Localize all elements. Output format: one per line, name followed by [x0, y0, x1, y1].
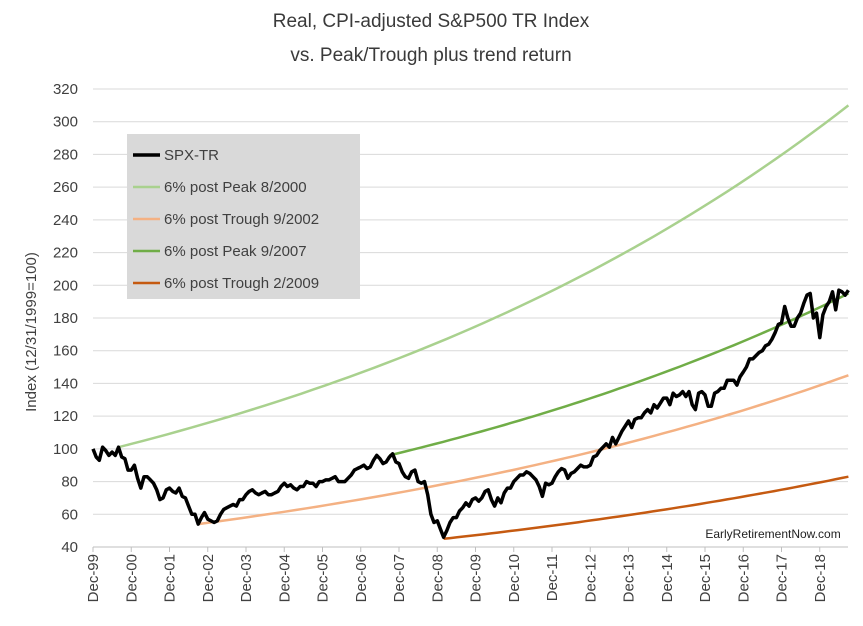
y-tick-label: 280 [53, 146, 78, 163]
x-tick-label: Dec-15 [697, 554, 714, 602]
x-tick-label: Dec-16 [735, 554, 752, 602]
y-tick-label: 120 [53, 408, 78, 425]
y-tick-label: 160 [53, 343, 78, 360]
legend-label: SPX-TR [164, 147, 219, 164]
y-tick-label: 240 [53, 212, 78, 229]
legend-label: 6% post Trough 9/2002 [164, 211, 319, 228]
y-tick-label: 300 [53, 114, 78, 131]
x-tick-label: Dec-07 [391, 554, 408, 602]
y-tick-label: 100 [53, 441, 78, 458]
y-tick-label: 140 [53, 375, 78, 392]
x-tick-label: Dec-05 [315, 554, 332, 602]
legend-label: 6% post Peak 8/2000 [164, 179, 307, 196]
x-tick-label: Dec-03 [238, 554, 255, 602]
legend-background [127, 134, 360, 299]
y-tick-label: 320 [53, 81, 78, 98]
y-tick-label: 260 [53, 179, 78, 196]
x-tick-label: Dec-99 [85, 554, 102, 602]
x-tick-label: Dec-00 [123, 554, 140, 602]
x-tick-label: Dec-10 [506, 554, 523, 602]
x-tick-label: Dec-04 [276, 554, 293, 602]
y-axis-label: Index (12/31/1999=100) [23, 252, 40, 412]
x-tick-label: Dec-08 [429, 554, 446, 602]
trend-line-3 [389, 292, 849, 457]
x-tick-label: Dec-12 [582, 554, 599, 602]
chart-title-line-2: vs. Peak/Trough plus trend return [290, 45, 571, 66]
chart-title-line-1: Real, CPI-adjusted S&P500 TR Index [273, 11, 590, 32]
y-axis-ticks: 40 60 80 100 120 140 160 180 200 220 240 260 280 300 3… [53, 81, 78, 556]
y-tick-label: 40 [61, 539, 78, 556]
credit-background [688, 520, 858, 546]
x-tick-label: Dec-13 [621, 554, 638, 602]
legend-label: 6% post Trough 2/2009 [164, 275, 319, 292]
trend-line-1 [118, 104, 850, 449]
spx-tr-line [91, 288, 850, 539]
x-tick-label: Dec-11 [544, 554, 561, 601]
credit-text: EarlyRetirementNow.com [705, 527, 840, 541]
y-tick-label: 200 [53, 277, 78, 294]
x-tick-label: Dec-06 [353, 554, 370, 602]
series-lines [91, 104, 850, 541]
x-tick-label: Dec-02 [200, 554, 217, 602]
y-tick-label: 80 [61, 474, 78, 491]
x-tick-label: Dec-14 [659, 554, 676, 602]
y-tick-label: 180 [53, 310, 78, 327]
x-tick-label: Dec-18 [812, 554, 829, 602]
x-tick-label: Dec-09 [468, 554, 485, 602]
x-tick-label: Dec-17 [774, 554, 791, 602]
x-tick-label: Dec-01 [162, 554, 179, 602]
legend: SPX-TR 6% post Peak 8/2000 6% post Trough … [127, 134, 360, 299]
legend-label: 6% post Peak 9/2007 [164, 243, 307, 260]
y-tick-label: 60 [61, 506, 78, 523]
x-axis-ticks: Dec-99 Dec-00 Dec-01 Dec-02 Dec-03 Dec-04 Dec-… [85, 547, 829, 602]
trend-line-2 [198, 374, 849, 526]
trend-line-4 [443, 475, 849, 541]
y-tick-label: 220 [53, 245, 78, 262]
